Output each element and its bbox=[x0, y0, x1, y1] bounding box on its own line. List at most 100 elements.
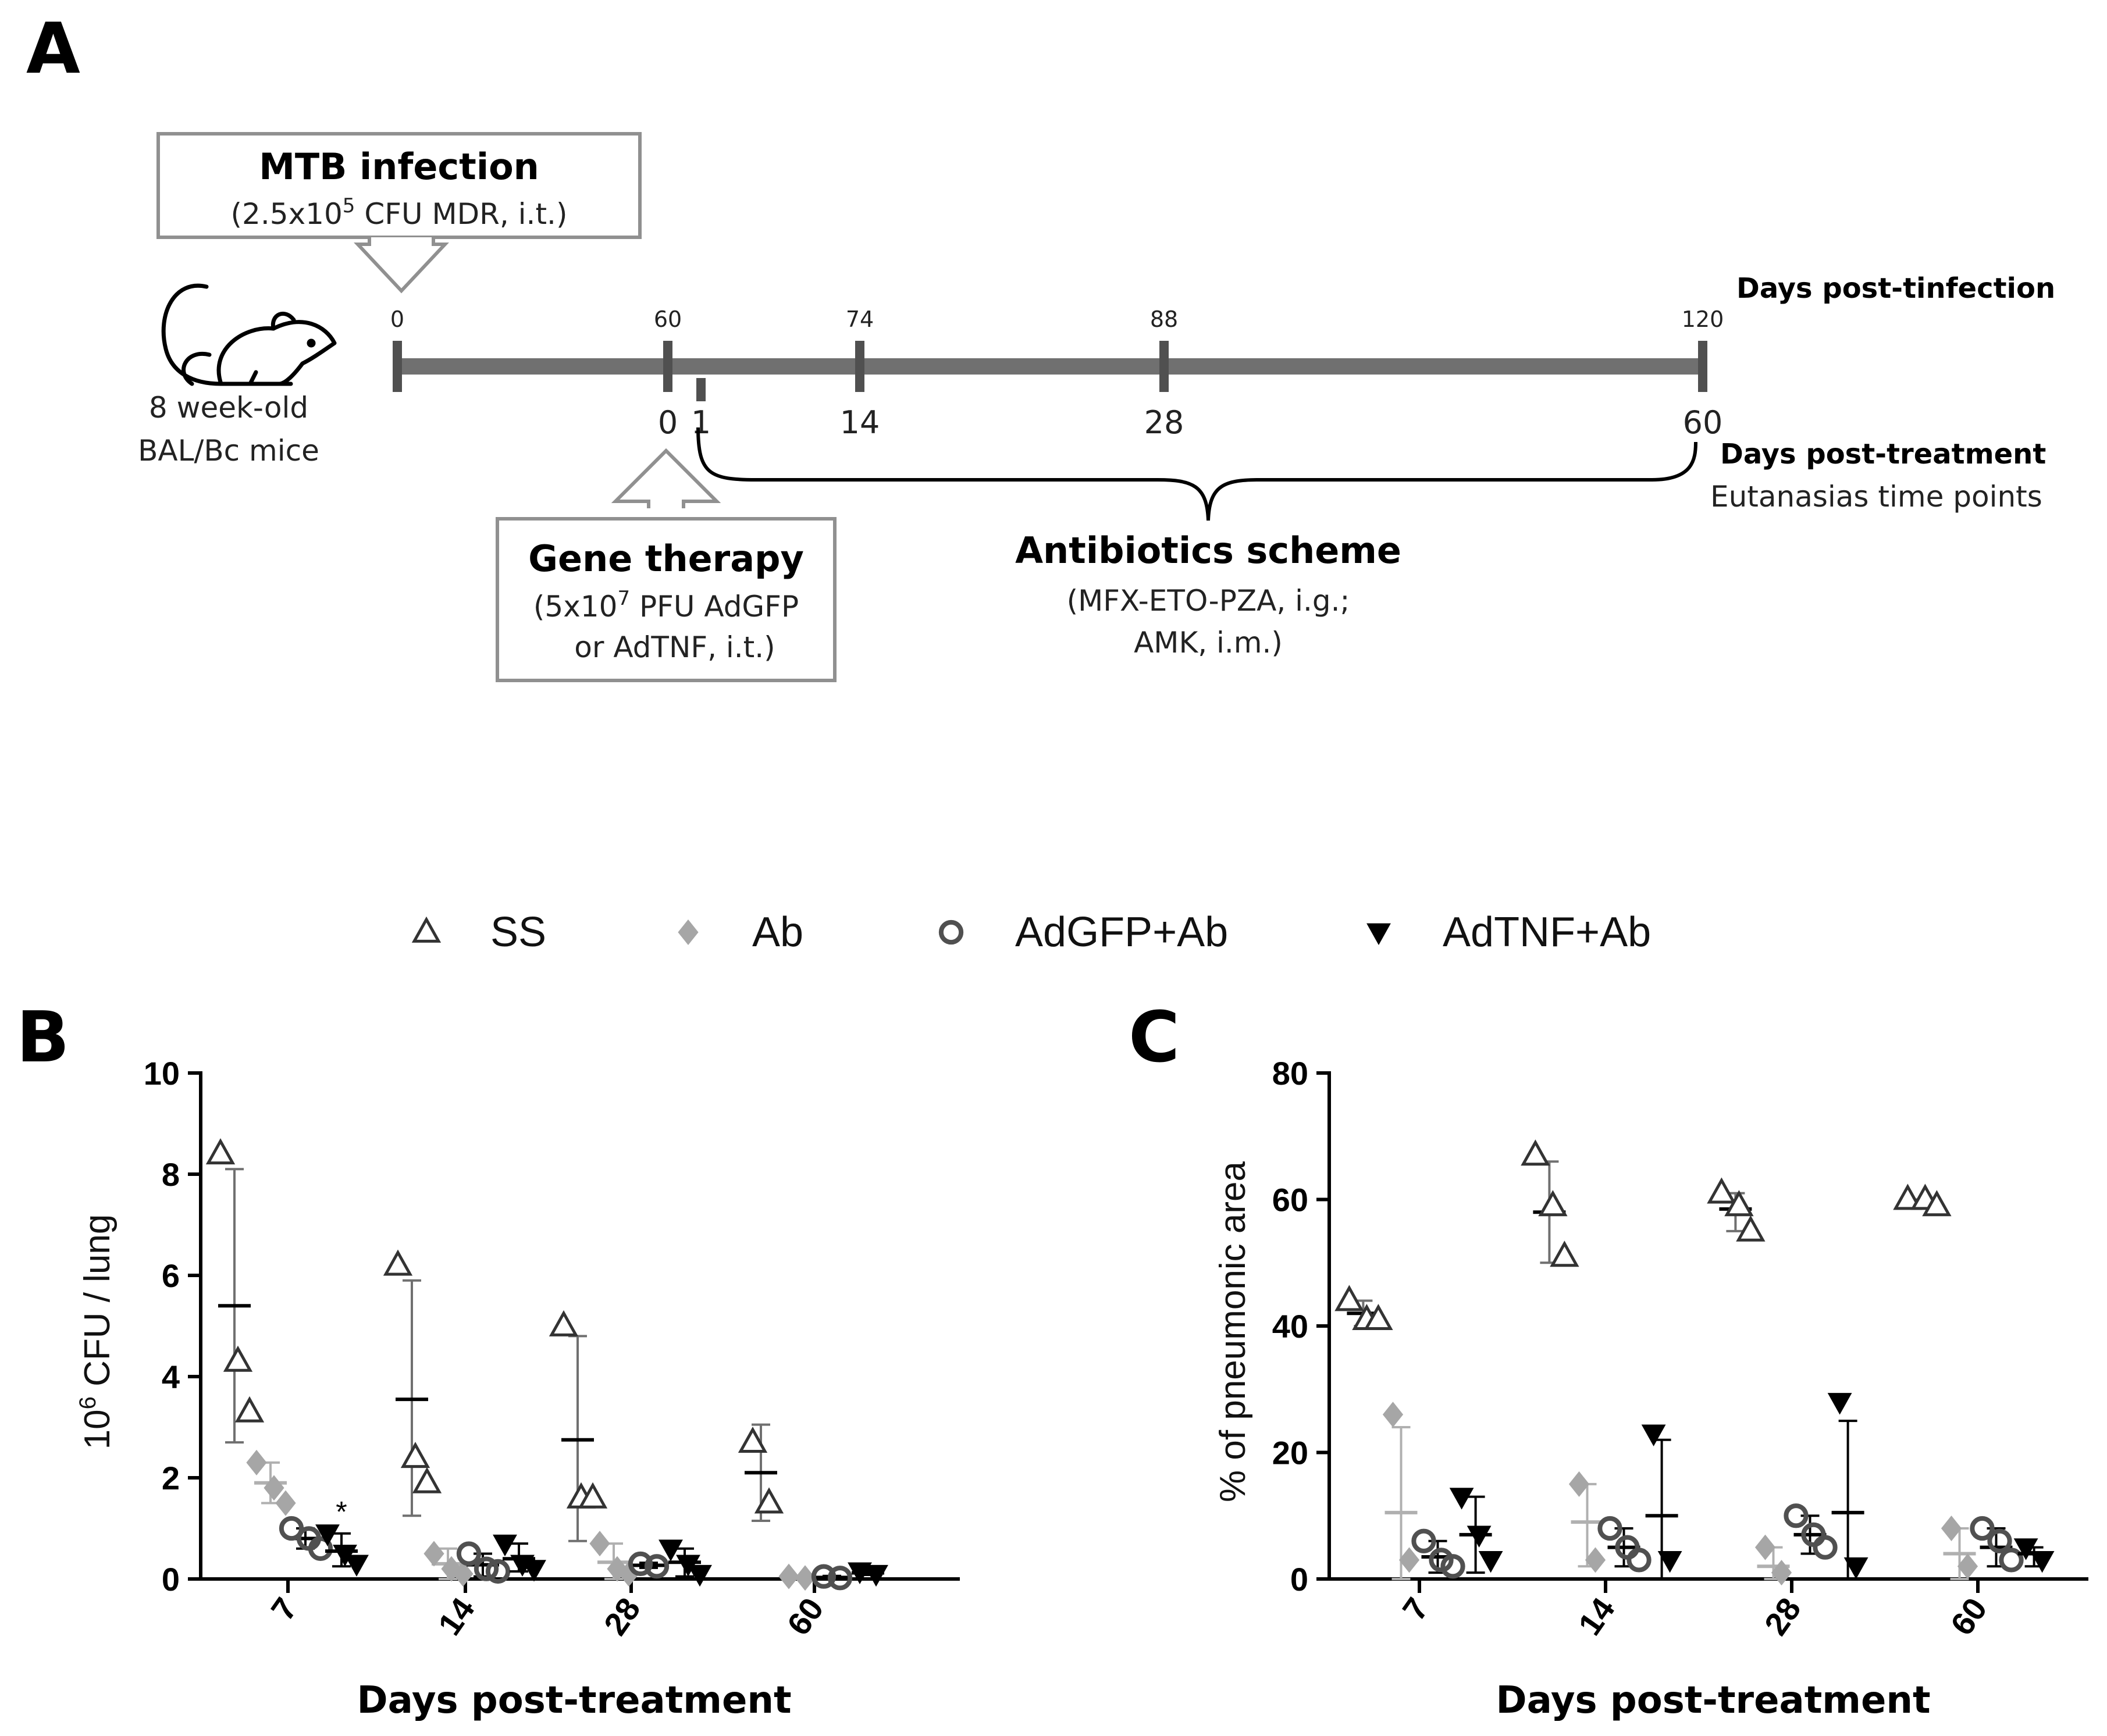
series-group-ss bbox=[1334, 1285, 1393, 1331]
panel-b: B 106 CFU / lung Days post-treatment 0 2 4… bbox=[16, 997, 960, 1722]
data-point bbox=[264, 1475, 284, 1501]
series-group-adtnf-ab bbox=[1449, 1488, 1503, 1574]
treatment-day-label: 60 bbox=[1683, 404, 1723, 441]
data-point bbox=[1843, 1557, 1868, 1580]
panel-a: A MTB infection (2.5x105 CFU MDR, i.t.) … bbox=[26, 9, 2055, 682]
series-group-ss bbox=[738, 1423, 784, 1522]
data-point bbox=[315, 1524, 340, 1546]
timeline-tick bbox=[855, 341, 864, 392]
data-point bbox=[1597, 1516, 1622, 1541]
data-point bbox=[1970, 1516, 1995, 1541]
data-point bbox=[1550, 1240, 1579, 1267]
infection-day-label: 88 bbox=[1150, 306, 1178, 332]
panel-c: C % of pneumonic area Days post-treatmen… bbox=[1129, 997, 2088, 1722]
data-point bbox=[618, 1561, 639, 1587]
data-point bbox=[1334, 1285, 1364, 1311]
y-tick-label: 6 bbox=[162, 1257, 180, 1294]
series-group-ss bbox=[1893, 1184, 1952, 1217]
data-point bbox=[1941, 1516, 1962, 1541]
data-point bbox=[864, 1564, 888, 1587]
series-group-adtnf-ab bbox=[2013, 1538, 2055, 1573]
x-tick-label: 14 bbox=[430, 1591, 481, 1642]
days-post-treatment-label: Days post-treatment bbox=[1720, 438, 2046, 470]
y-tick-label: 60 bbox=[1272, 1182, 1308, 1218]
data-point bbox=[522, 1560, 546, 1582]
data-point bbox=[474, 1556, 499, 1581]
series-group-adgfp-ab bbox=[1411, 1528, 1465, 1579]
series-group-ab bbox=[589, 1531, 639, 1587]
data-point bbox=[308, 1536, 333, 1561]
legend-marker-adtnf-ab bbox=[1366, 923, 1391, 945]
data-point bbox=[1784, 1503, 1809, 1528]
antibiotics-title: Antibiotics scheme bbox=[1015, 529, 1401, 572]
legend-marker-ss bbox=[411, 916, 442, 943]
series-group-adgfp-ab bbox=[1597, 1516, 1652, 1573]
series-group-adgfp-ab bbox=[456, 1541, 511, 1584]
series-group-ab bbox=[778, 1563, 816, 1591]
data-point bbox=[344, 1555, 369, 1577]
panel-b-plot: 0 2 4 6 8 10 7 14 28 60 * bbox=[144, 1055, 960, 1642]
infection-title: MTB infection bbox=[259, 145, 539, 188]
panel-b-letter: B bbox=[16, 997, 69, 1078]
infection-day-label: 74 bbox=[846, 306, 874, 332]
panel-a-letter: A bbox=[26, 9, 80, 90]
data-point bbox=[549, 1310, 579, 1336]
data-point bbox=[246, 1449, 267, 1475]
data-point bbox=[1440, 1554, 1465, 1579]
series-group-adtnf-ab bbox=[1827, 1393, 1868, 1580]
legend-label: AdGFP+Ab bbox=[1015, 909, 1228, 956]
legend-label: AdTNF+Ab bbox=[1443, 909, 1651, 956]
data-point bbox=[1382, 1402, 1404, 1428]
data-point bbox=[607, 1556, 628, 1582]
timeline-tick bbox=[1159, 341, 1169, 392]
series-group-ss bbox=[383, 1249, 442, 1517]
antibiotics-line1: (MFX-ETO-PZA, i.g.; bbox=[1067, 584, 1350, 618]
data-point bbox=[1641, 1424, 1666, 1446]
data-point bbox=[688, 1564, 712, 1587]
series-group-adgfp-ab bbox=[628, 1551, 670, 1579]
data-point bbox=[1449, 1488, 1474, 1510]
panel-c-xlabel: Days post-treatment bbox=[1496, 1679, 1930, 1722]
data-point bbox=[493, 1534, 517, 1557]
mouse-line2: BAL/Bc mice bbox=[138, 434, 319, 468]
infection-arrow-icon bbox=[354, 237, 449, 294]
data-point bbox=[1922, 1190, 1952, 1217]
data-point bbox=[811, 1564, 837, 1589]
data-point bbox=[400, 1442, 430, 1468]
panel-c-plot: 0 20 40 60 80 7 14 28 60 bbox=[1272, 1055, 2088, 1642]
panel-b-ylabel: 106 CFU / lung bbox=[75, 1214, 118, 1450]
data-point bbox=[1771, 1560, 1792, 1586]
panel-c-ylabel: % of pneumonic area bbox=[1213, 1161, 1253, 1502]
data-point bbox=[1398, 1547, 1420, 1573]
data-point bbox=[659, 1539, 683, 1562]
x-tick-label: 60 bbox=[780, 1591, 830, 1642]
euthanasia-label: Eutanasias time points bbox=[1710, 480, 2042, 514]
series-group-ab bbox=[1382, 1402, 1420, 1580]
x-tick-label: 14 bbox=[1571, 1591, 1621, 1642]
series-group-adtnf-ab bbox=[315, 1524, 369, 1577]
timeline-tick bbox=[1698, 341, 1707, 392]
infection-day-label: 60 bbox=[654, 306, 682, 332]
y-tick-label: 0 bbox=[1290, 1561, 1308, 1598]
legend-marker-adgfp-ab bbox=[938, 919, 964, 945]
data-point bbox=[754, 1487, 784, 1514]
data-point bbox=[738, 1426, 768, 1453]
legend-label: Ab bbox=[752, 909, 803, 956]
series-group-ss bbox=[549, 1310, 608, 1542]
treatment-day-label: 14 bbox=[840, 404, 880, 441]
data-point bbox=[778, 1563, 799, 1589]
data-point bbox=[827, 1566, 853, 1591]
data-point bbox=[383, 1249, 413, 1276]
y-tick-label: 40 bbox=[1272, 1308, 1308, 1345]
legend: SS Ab AdGFP+Ab AdTNF+Ab bbox=[411, 909, 1651, 956]
data-point bbox=[1538, 1190, 1568, 1217]
significance-star: * bbox=[336, 1496, 347, 1528]
gene-therapy-line1: (5x107 PFU AdGFP bbox=[533, 587, 799, 623]
data-point bbox=[1585, 1547, 1606, 1573]
data-point bbox=[1736, 1215, 1766, 1242]
timeline-tick bbox=[696, 378, 706, 401]
data-point bbox=[423, 1541, 444, 1567]
data-point bbox=[628, 1551, 653, 1577]
